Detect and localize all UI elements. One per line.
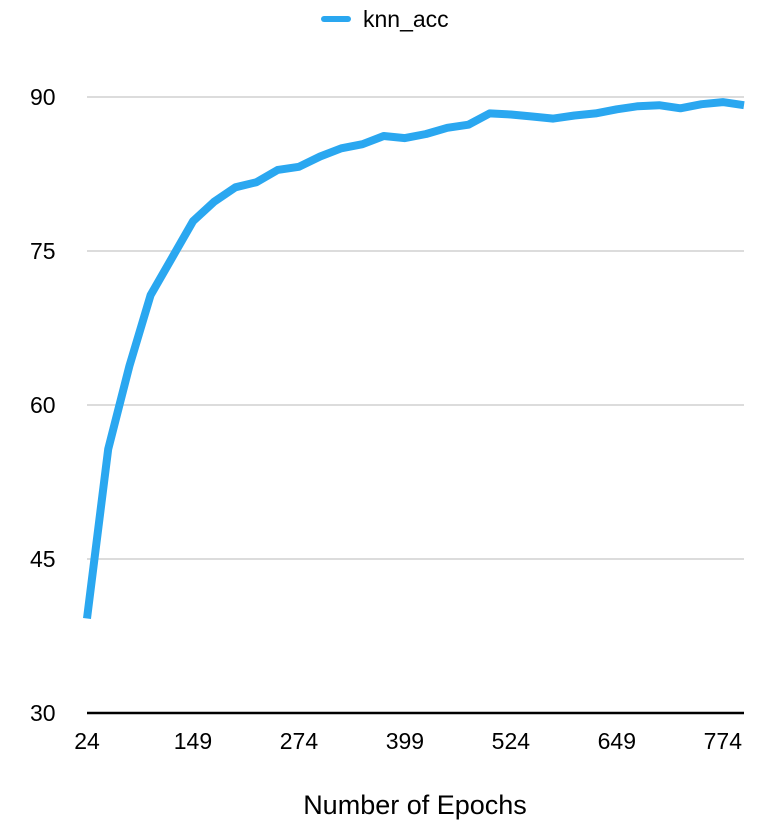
y-tick-label: 45 bbox=[30, 546, 56, 572]
x-tick-label: 649 bbox=[598, 728, 636, 754]
series-line-knn-acc bbox=[83, 98, 745, 619]
x-axis-tick-labels: 24 149 274 399 524 649 774 bbox=[74, 728, 742, 754]
y-tick-label: 60 bbox=[30, 392, 56, 418]
x-tick-label: 149 bbox=[174, 728, 212, 754]
y-axis-tick-labels: 30 45 60 75 90 bbox=[30, 84, 56, 726]
y-tick-label: 90 bbox=[30, 84, 56, 110]
gridlines bbox=[87, 96, 744, 560]
legend-label-knn-acc: knn_acc bbox=[363, 6, 449, 32]
x-tick-label: 774 bbox=[704, 728, 743, 754]
x-tick-label: 524 bbox=[492, 728, 531, 754]
x-axis-title: Number of Epochs bbox=[303, 790, 527, 820]
y-tick-label: 30 bbox=[30, 700, 56, 726]
x-tick-label: 274 bbox=[280, 728, 319, 754]
y-tick-label: 75 bbox=[30, 238, 56, 264]
legend: knn_acc bbox=[321, 6, 449, 32]
series-layer bbox=[83, 98, 745, 619]
x-tick-label: 24 bbox=[74, 728, 100, 754]
x-tick-label: 399 bbox=[386, 728, 424, 754]
